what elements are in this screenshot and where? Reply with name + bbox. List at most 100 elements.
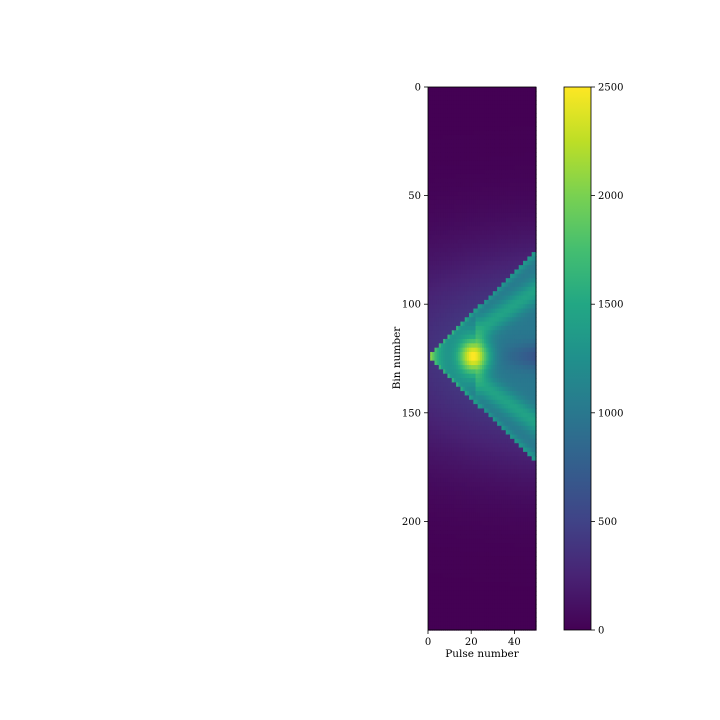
heatmap-cell [469, 286, 472, 292]
heatmap-cell [458, 360, 461, 366]
heatmap-cell [445, 121, 449, 127]
heatmap-cell [494, 321, 498, 327]
heatmap-cell [499, 182, 503, 188]
heatmap-cell [479, 117, 483, 123]
heatmap-cell [494, 269, 498, 275]
heatmap-cell [438, 534, 442, 540]
heatmap-cell [482, 295, 485, 301]
heatmap-cell [436, 504, 440, 509]
heatmap-cell [505, 256, 509, 262]
heatmap-cell [432, 603, 436, 609]
heatmap-cell [428, 512, 431, 518]
heatmap-cell [492, 512, 496, 518]
heatmap-cell [438, 173, 442, 179]
heatmap-cell [434, 204, 438, 210]
heatmap-cell [464, 391, 468, 397]
heatmap-cell [479, 369, 483, 375]
heatmap-cell [430, 395, 433, 401]
heatmap-cell [456, 443, 459, 449]
heatmap-cell [443, 551, 446, 557]
heatmap-cell [471, 369, 474, 375]
heatmap-cell [443, 586, 446, 592]
heatmap-cell [499, 121, 503, 127]
heatmap-cell [451, 208, 455, 214]
heatmap-cell [497, 521, 500, 527]
heatmap-cell [473, 490, 477, 496]
heatmap-cell [505, 564, 509, 570]
heatmap-cell [510, 152, 513, 158]
heatmap-cell [486, 473, 490, 479]
heatmap-cell [466, 525, 470, 531]
heatmap-cell [462, 113, 466, 118]
heatmap-cell [447, 152, 451, 158]
heatmap-cell [497, 338, 500, 344]
heatmap-cell [488, 260, 492, 266]
heatmap-cell [443, 104, 446, 110]
heatmap-cell [475, 130, 479, 136]
heatmap-cell [507, 295, 511, 301]
heatmap-cell [479, 325, 483, 331]
heatmap-cell [449, 534, 453, 540]
heatmap-cell [475, 430, 479, 436]
heatmap-cell [432, 512, 436, 518]
heatmap-cell [462, 412, 466, 418]
heatmap-cell [434, 269, 438, 275]
heatmap-cell [443, 351, 446, 357]
heatmap-cell [449, 508, 453, 514]
heatmap-cell [464, 212, 468, 218]
heatmap-cell [482, 195, 485, 201]
heatmap-cell [447, 577, 451, 583]
heatmap-cell [430, 560, 433, 566]
heatmap-cell [460, 391, 464, 397]
heatmap-cell [458, 625, 461, 631]
heatmap-cell [505, 204, 509, 210]
heatmap-cell [482, 312, 485, 318]
heatmap-cell [436, 460, 440, 466]
heatmap-cell [440, 330, 444, 336]
heatmap-cell [477, 269, 481, 275]
heatmap-cell [430, 212, 433, 218]
heatmap-cell [477, 395, 481, 401]
heatmap-cell [430, 577, 433, 583]
heatmap-cell [488, 178, 492, 184]
heatmap-cell [471, 265, 474, 271]
heatmap-cell [434, 278, 438, 284]
heatmap-cell [488, 247, 492, 253]
heatmap-cell [456, 217, 459, 223]
heatmap-cell [479, 291, 483, 297]
heatmap-cell [436, 278, 440, 284]
heatmap-cell [497, 204, 500, 210]
heatmap-cell [462, 621, 466, 627]
heatmap-cell [432, 186, 436, 192]
heatmap-cell [438, 521, 442, 527]
heatmap-cell [438, 312, 442, 318]
heatmap-cell [482, 404, 485, 410]
heatmap-cell [438, 147, 442, 153]
heatmap-cell [460, 543, 464, 549]
heatmap-cell [438, 590, 442, 596]
heatmap-cell [475, 356, 479, 362]
heatmap-cell [456, 252, 459, 258]
heatmap-cell [503, 490, 507, 496]
heatmap-cell [486, 199, 490, 205]
heatmap-cell [462, 521, 466, 527]
heatmap-cell [458, 408, 461, 414]
heatmap-cell [501, 421, 505, 427]
heatmap-cell [456, 87, 459, 92]
heatmap-cell [451, 577, 455, 583]
heatmap-cell [462, 425, 466, 431]
heatmap-cell [482, 569, 485, 575]
heatmap-cell [460, 212, 464, 218]
heatmap-cell [486, 569, 490, 575]
heatmap-cell [482, 173, 485, 179]
heatmap-cell [434, 239, 438, 244]
heatmap-cell [436, 95, 440, 101]
heatmap-cell [432, 139, 436, 145]
heatmap-cell [484, 365, 487, 370]
heatmap-cell [449, 625, 453, 631]
heatmap-cell [475, 330, 479, 336]
heatmap-cell [473, 521, 477, 527]
heatmap-cell [451, 477, 455, 483]
heatmap-cell [440, 256, 444, 262]
heatmap-cell [460, 273, 464, 279]
